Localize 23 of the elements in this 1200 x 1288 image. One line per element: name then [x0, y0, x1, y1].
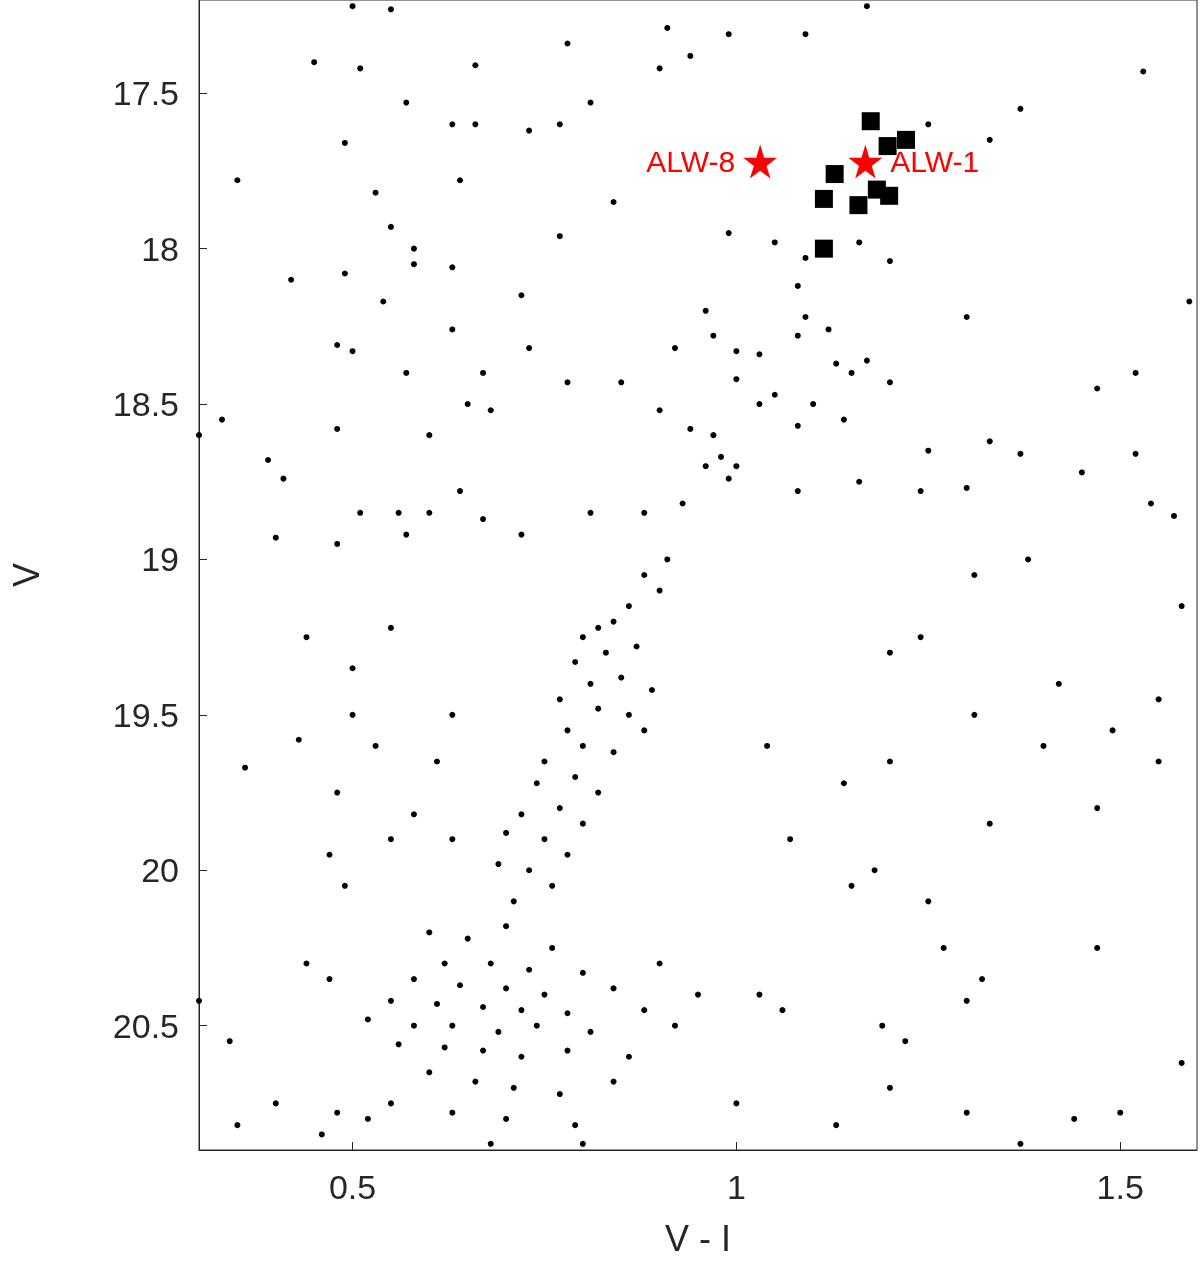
point — [880, 186, 899, 205]
point — [814, 239, 833, 258]
point — [825, 165, 844, 184]
series-label: ALW-8 — [646, 145, 736, 179]
x-axis-title: V - I — [664, 1217, 732, 1259]
y-tick-label: 18.5 — [112, 385, 179, 424]
y-tick-label: 18 — [141, 229, 179, 268]
y-tick-label: 17.5 — [112, 74, 179, 113]
point — [861, 112, 880, 131]
y-tick-label: 19.5 — [112, 695, 179, 734]
x-tick-label: 1.5 — [1096, 1168, 1144, 1206]
y-tick-label: 20 — [141, 851, 179, 890]
point — [743, 144, 778, 179]
y-axis-title: V — [5, 562, 47, 588]
x-tick-label: 1 — [726, 1168, 746, 1206]
x-tick-label: 0.5 — [328, 1168, 377, 1206]
point — [849, 196, 868, 215]
y-tick-label: 20.5 — [112, 1006, 179, 1045]
y-tick-label: 19 — [141, 540, 179, 579]
series-label: ALW-1 — [890, 145, 980, 179]
point — [897, 130, 916, 149]
point — [848, 144, 883, 179]
point — [814, 189, 833, 208]
